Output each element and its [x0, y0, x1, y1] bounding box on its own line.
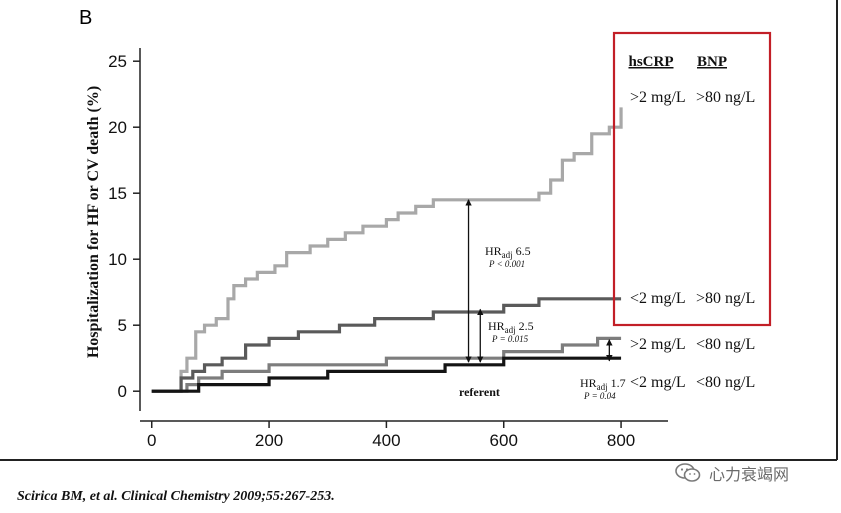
legend-row-4-bnp: <80 ng/L	[696, 374, 755, 391]
x-tick-label-200: 200	[255, 431, 283, 450]
referent-label: referent	[459, 385, 500, 399]
series-line-3	[151, 336, 622, 393]
legend-header-hscrp: hsCRP	[628, 54, 673, 70]
x-tick-label-0: 0	[147, 431, 156, 450]
annotation-layer: HRadj 6.5P < 0.001 HRadj 2.5P = 0.015 HRadj 1…	[459, 199, 626, 401]
wechat-icon	[675, 463, 701, 482]
p-value-2: P = 0.015	[491, 334, 529, 344]
p-value-3: P = 0.04	[583, 391, 616, 401]
y-tick-label-0: 0	[118, 382, 127, 401]
series-line-4	[151, 356, 622, 393]
highlight-box	[612, 31, 772, 327]
legend: hsCRP BNP >2 mg/L >80 ng/L <2 mg/L >80 n…	[628, 54, 755, 391]
hr-label-3: HRadj 1.7	[580, 376, 626, 392]
series-layer	[151, 107, 623, 393]
legend-row-1-bnp: >80 ng/L	[696, 89, 755, 106]
legend-header-bnp: BNP	[697, 54, 727, 70]
watermark: 心力衰竭网	[675, 462, 789, 484]
x-tick-label-800: 800	[607, 431, 635, 450]
legend-row-3-hscrp: >2 mg/L	[630, 336, 686, 353]
legend-row-4-hscrp: <2 mg/L	[630, 374, 686, 391]
citation: Scirica BM, et al. Clinical Chemistry 20…	[17, 489, 335, 504]
x-ticks: 0 200 400 600 800	[147, 421, 635, 450]
y-tick-label-10: 10	[108, 250, 127, 269]
y-tick-label-5: 5	[118, 316, 127, 335]
hr-label-1: HRadj 6.5	[485, 244, 531, 260]
y-tick-label-20: 20	[108, 118, 127, 137]
x-tick-label-600: 600	[490, 431, 518, 450]
series-line-1	[151, 107, 623, 393]
y-ticks: 0 5 10 15 20 25	[108, 52, 140, 401]
legend-row-2-bnp: >80 ng/L	[696, 290, 755, 307]
legend-row-3-bnp: <80 ng/L	[696, 336, 755, 353]
hr-label-2: HRadj 2.5	[488, 319, 534, 335]
panel-label: B	[79, 7, 92, 29]
x-tick-label-400: 400	[372, 431, 400, 450]
y-tick-label-15: 15	[108, 184, 127, 203]
legend-row-1-hscrp: >2 mg/L	[630, 89, 686, 106]
y-tick-label-25: 25	[108, 52, 127, 71]
legend-row-2-hscrp: <2 mg/L	[630, 290, 686, 307]
watermark-text: 心力衰竭网	[709, 465, 790, 484]
y-axis-label: Hospitalization for HF or CV death (%)	[85, 86, 102, 358]
p-value-1: P < 0.001	[488, 259, 525, 269]
